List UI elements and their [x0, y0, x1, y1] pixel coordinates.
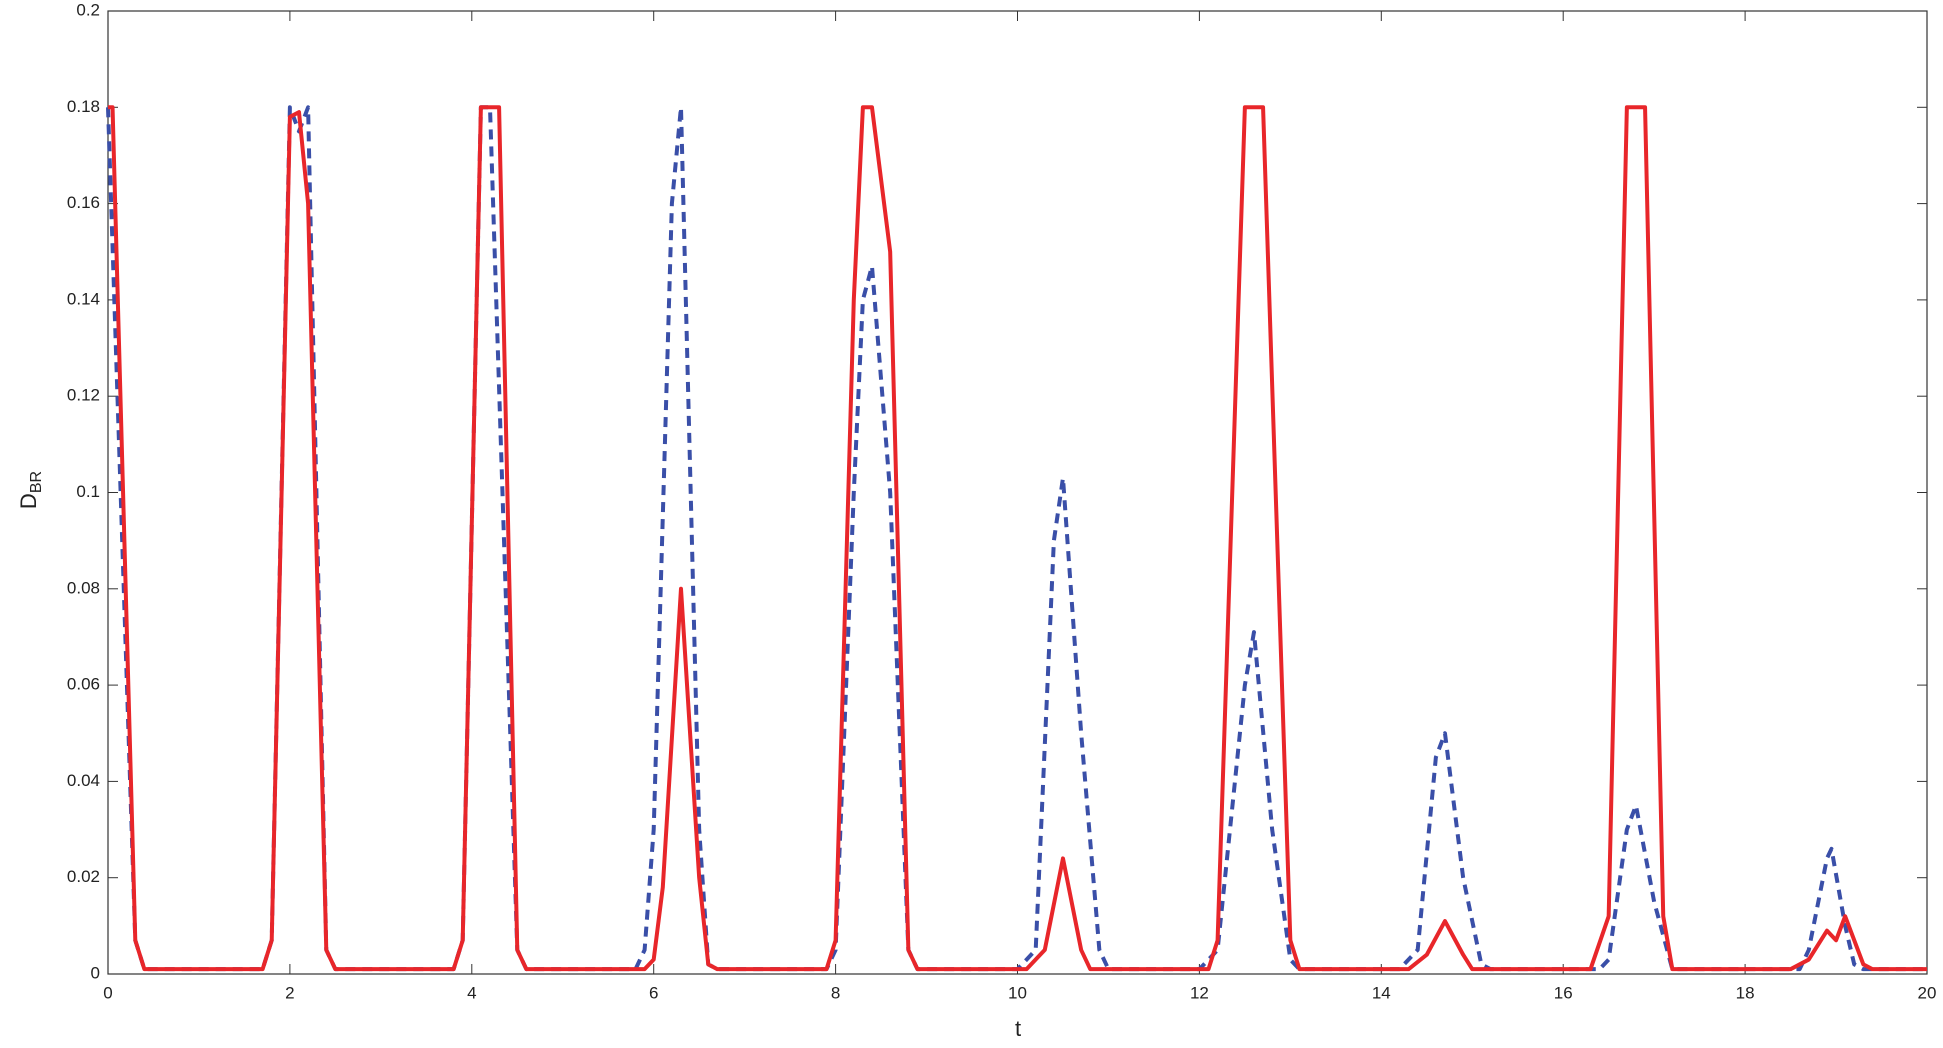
- y-tick-label: 0.08: [67, 578, 100, 597]
- x-tick-label: 6: [649, 983, 658, 1002]
- y-axis-label-main: D: [16, 493, 41, 509]
- x-tick-label: 10: [1008, 983, 1027, 1002]
- x-tick-label: 8: [831, 983, 840, 1002]
- x-tick-label: 14: [1372, 983, 1391, 1002]
- y-tick-label: 0.12: [67, 386, 100, 405]
- y-tick-label: 0.2: [76, 0, 100, 19]
- y-tick-label: 0.14: [67, 289, 100, 308]
- x-tick-label: 12: [1190, 983, 1209, 1002]
- x-tick-label: 20: [1918, 983, 1937, 1002]
- x-tick-label: 18: [1736, 983, 1755, 1002]
- y-tick-label: 0.16: [67, 193, 100, 212]
- x-axis-label: t: [1015, 1016, 1021, 1041]
- x-tick-label: 2: [285, 983, 294, 1002]
- y-tick-label: 0: [91, 963, 100, 982]
- y-tick-label: 0.18: [67, 97, 100, 116]
- y-tick-label: 0.1: [76, 482, 100, 501]
- y-tick-label: 0.06: [67, 675, 100, 694]
- x-tick-label: 0: [103, 983, 112, 1002]
- y-axis-label: DBR: [16, 471, 45, 509]
- y-tick-label: 0.02: [67, 867, 100, 886]
- x-tick-label: 4: [467, 983, 476, 1002]
- data-line: [108, 105, 1927, 972]
- x-tick-label: 16: [1554, 983, 1573, 1002]
- y-tick-label: 0.04: [67, 771, 100, 790]
- y-axis-label-subscript: BR: [28, 471, 45, 493]
